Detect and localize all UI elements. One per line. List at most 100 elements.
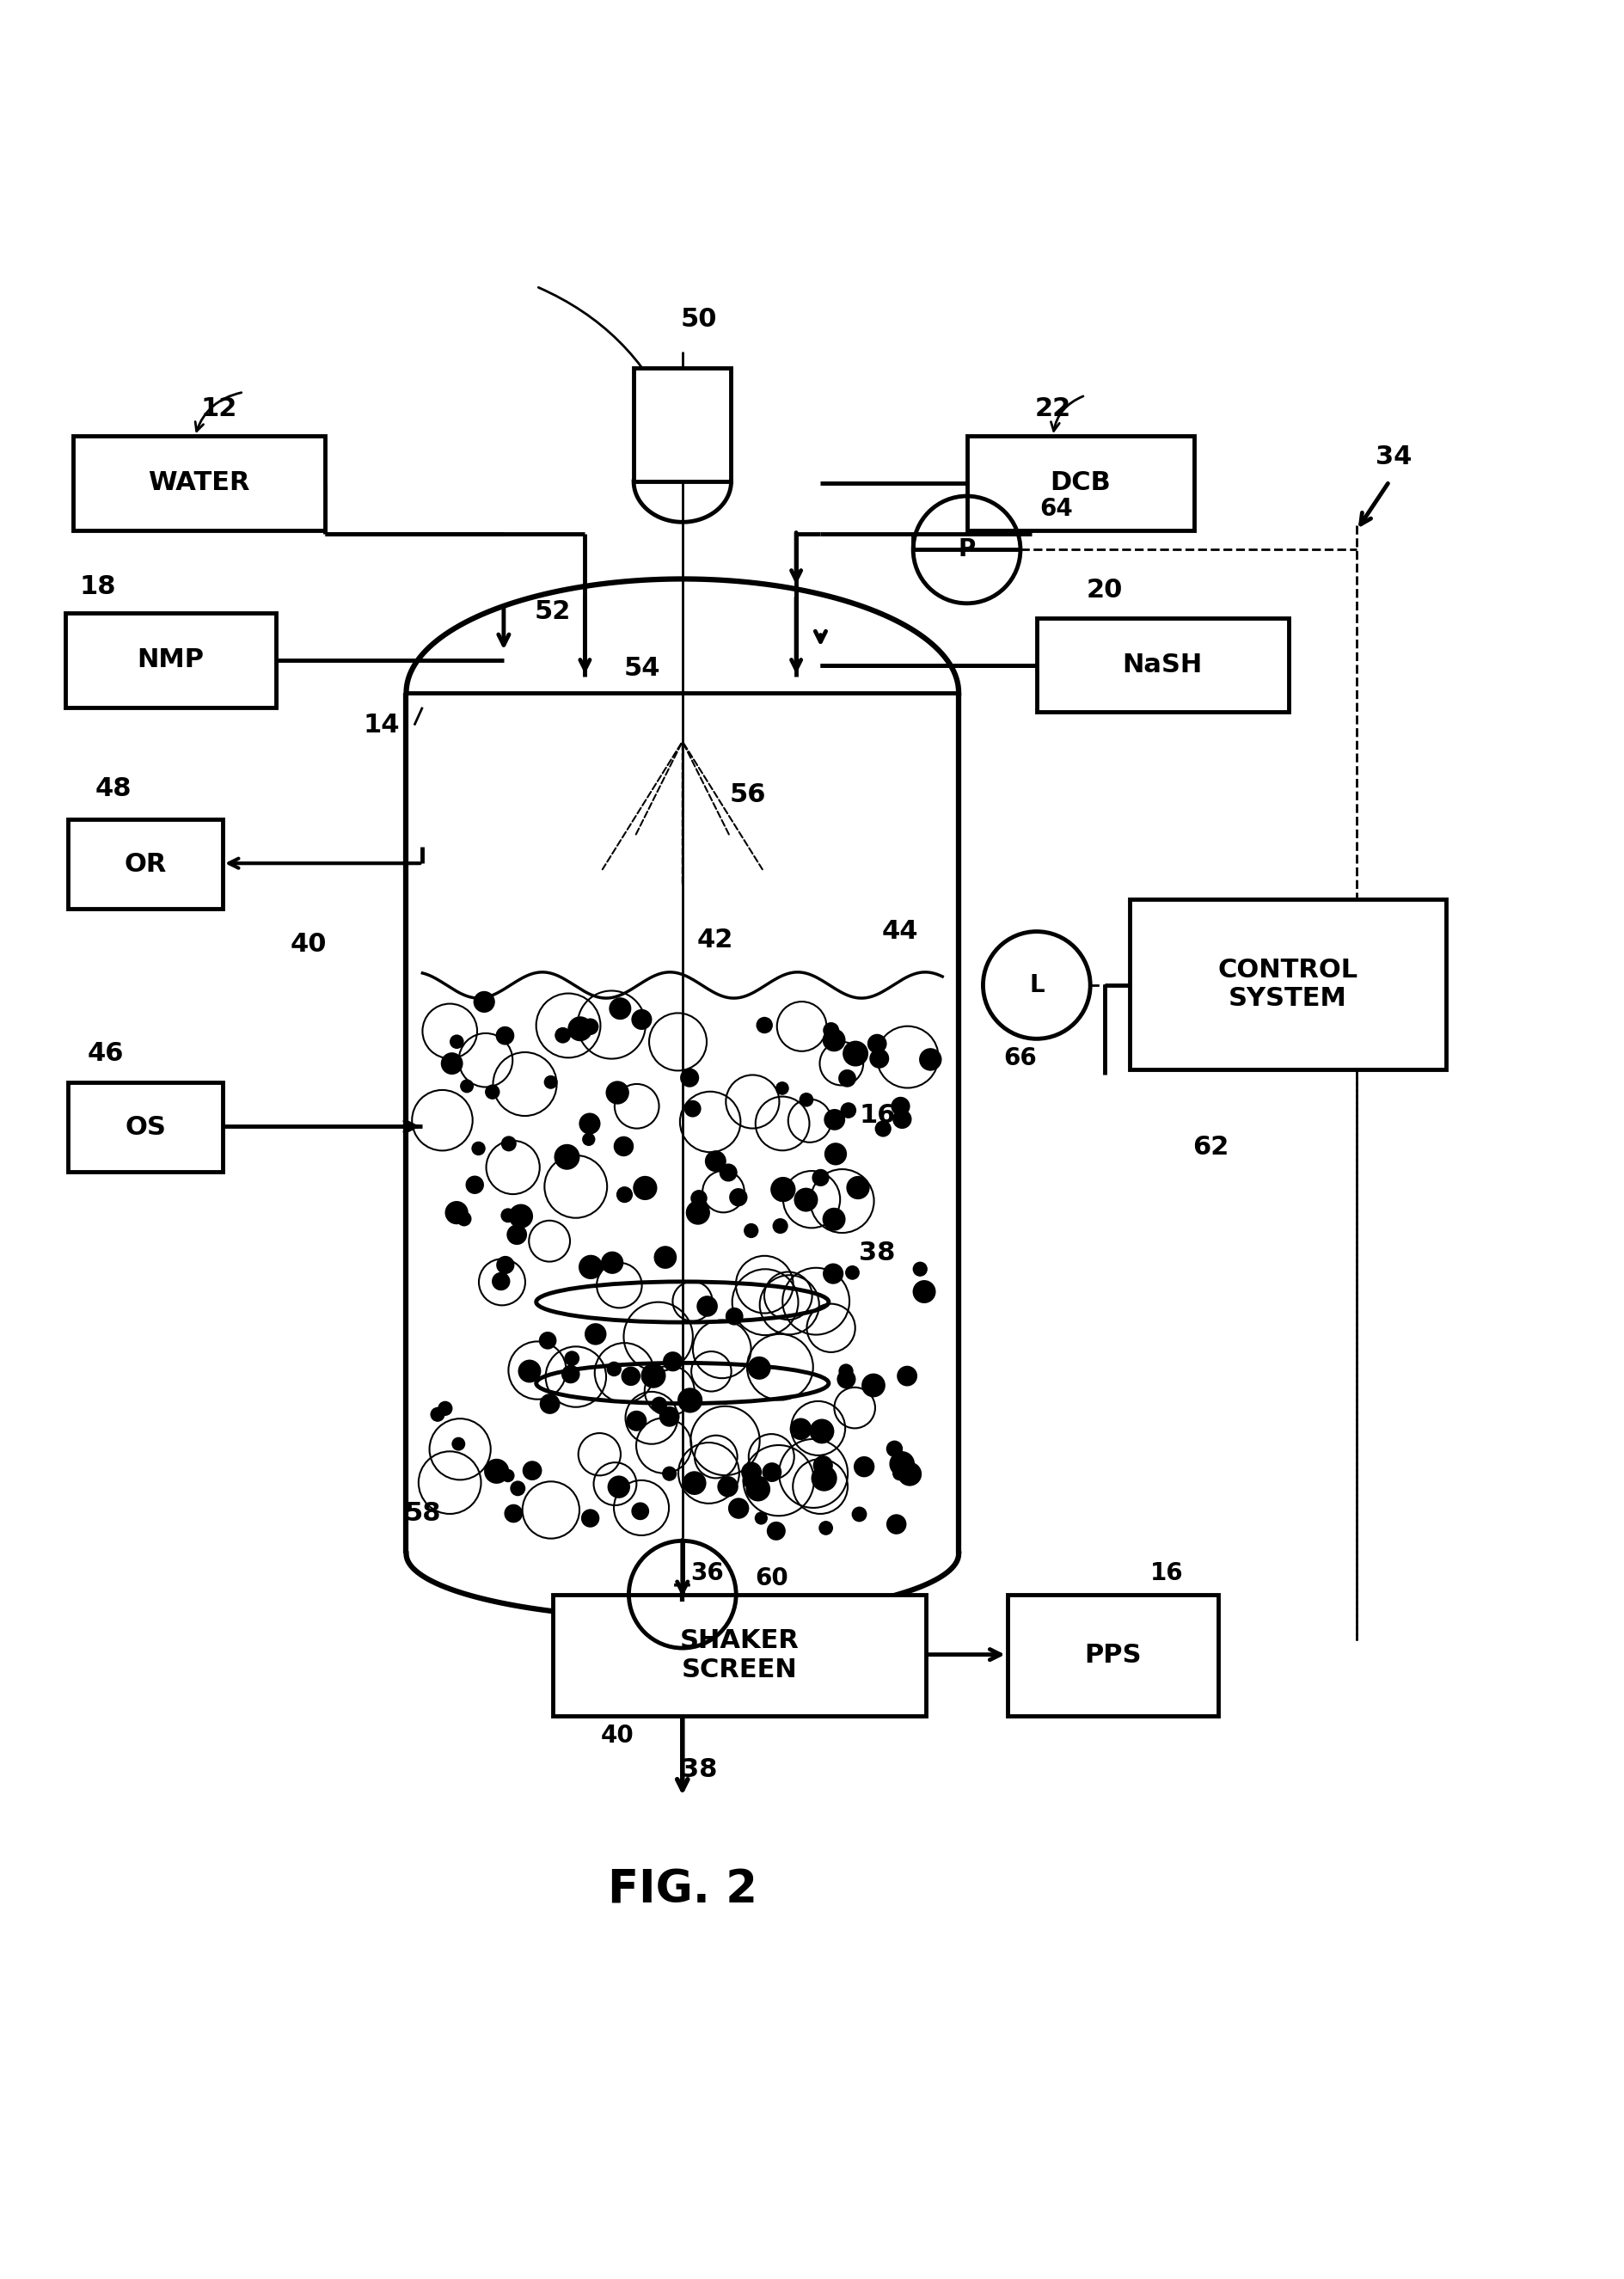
Circle shape <box>440 1053 463 1076</box>
FancyBboxPatch shape <box>552 1595 926 1716</box>
Circle shape <box>822 1208 844 1231</box>
Circle shape <box>430 1406 445 1422</box>
Text: 62: 62 <box>1192 1135 1228 1160</box>
Text: 40: 40 <box>291 932 326 957</box>
Circle shape <box>754 1511 767 1525</box>
Circle shape <box>822 1263 843 1283</box>
Circle shape <box>762 1463 781 1481</box>
Circle shape <box>823 1142 846 1165</box>
Circle shape <box>838 1363 853 1379</box>
Circle shape <box>544 1076 557 1089</box>
Circle shape <box>606 1361 622 1377</box>
Circle shape <box>614 1137 633 1155</box>
Text: 56: 56 <box>729 782 765 807</box>
Circle shape <box>609 998 632 1019</box>
Circle shape <box>853 1456 874 1477</box>
Circle shape <box>741 1461 762 1484</box>
Circle shape <box>484 1085 500 1098</box>
Circle shape <box>888 1452 914 1477</box>
Circle shape <box>744 1224 758 1237</box>
Circle shape <box>564 1351 580 1365</box>
Circle shape <box>680 1069 698 1087</box>
Circle shape <box>625 1411 646 1431</box>
FancyBboxPatch shape <box>65 613 276 706</box>
Circle shape <box>874 1121 892 1137</box>
Circle shape <box>818 1520 833 1536</box>
Text: 44: 44 <box>882 918 918 944</box>
Circle shape <box>705 1151 726 1171</box>
Text: NMP: NMP <box>136 647 205 672</box>
Circle shape <box>822 1028 844 1051</box>
Circle shape <box>500 1135 516 1151</box>
Text: 16: 16 <box>1150 1561 1182 1586</box>
Text: 50: 50 <box>680 305 716 330</box>
Circle shape <box>789 1418 812 1440</box>
Circle shape <box>473 991 495 1012</box>
Circle shape <box>437 1402 453 1415</box>
Circle shape <box>838 1069 856 1087</box>
Circle shape <box>919 1048 942 1071</box>
Text: 40: 40 <box>601 1723 633 1748</box>
Text: T: T <box>674 1582 690 1607</box>
Circle shape <box>578 1112 601 1135</box>
Circle shape <box>471 1142 486 1155</box>
Text: 42: 42 <box>697 928 732 953</box>
Text: WATER: WATER <box>148 472 250 495</box>
Circle shape <box>659 1406 679 1427</box>
Text: 14: 14 <box>364 713 400 738</box>
Circle shape <box>836 1370 856 1388</box>
Circle shape <box>560 1365 580 1383</box>
Circle shape <box>794 1187 817 1212</box>
Circle shape <box>684 1101 702 1117</box>
Circle shape <box>507 1224 526 1244</box>
Text: 38: 38 <box>680 1757 716 1782</box>
Text: 66: 66 <box>1004 1046 1036 1071</box>
Circle shape <box>492 1272 510 1290</box>
Circle shape <box>567 1016 593 1042</box>
Circle shape <box>632 1010 651 1030</box>
Circle shape <box>747 1356 770 1379</box>
Circle shape <box>445 1201 468 1224</box>
Text: NaSH: NaSH <box>1122 652 1202 677</box>
Circle shape <box>892 1465 906 1481</box>
FancyBboxPatch shape <box>1129 898 1445 1069</box>
Circle shape <box>581 1509 599 1527</box>
Circle shape <box>539 1331 557 1349</box>
Circle shape <box>607 1475 630 1497</box>
Circle shape <box>890 1096 909 1117</box>
Circle shape <box>729 1187 747 1206</box>
Text: PPS: PPS <box>1083 1643 1142 1668</box>
Text: 18: 18 <box>80 574 115 599</box>
Circle shape <box>724 1308 742 1326</box>
Circle shape <box>896 1463 921 1486</box>
Circle shape <box>620 1367 640 1386</box>
Text: 48: 48 <box>96 777 132 800</box>
Circle shape <box>495 1026 515 1046</box>
Text: 64: 64 <box>1039 497 1072 522</box>
Circle shape <box>653 1247 677 1269</box>
Text: 52: 52 <box>534 599 570 624</box>
Circle shape <box>601 1251 624 1274</box>
Text: OS: OS <box>125 1114 166 1140</box>
Text: DCB: DCB <box>1049 472 1111 495</box>
Circle shape <box>581 1019 598 1035</box>
Circle shape <box>913 1263 927 1276</box>
FancyBboxPatch shape <box>73 435 325 531</box>
Circle shape <box>716 1477 737 1497</box>
Circle shape <box>812 1456 833 1475</box>
FancyBboxPatch shape <box>633 367 731 481</box>
Text: SHAKER
SCREEN: SHAKER SCREEN <box>679 1629 799 1682</box>
Text: 34: 34 <box>1376 444 1411 469</box>
Circle shape <box>697 1297 718 1317</box>
FancyBboxPatch shape <box>68 820 222 909</box>
Circle shape <box>484 1459 508 1484</box>
Circle shape <box>913 1281 935 1304</box>
Circle shape <box>495 1256 515 1274</box>
Circle shape <box>518 1361 541 1383</box>
Text: 12: 12 <box>201 397 237 422</box>
Circle shape <box>554 1144 580 1169</box>
Text: 20: 20 <box>1086 579 1122 602</box>
Circle shape <box>581 1133 594 1146</box>
Circle shape <box>755 1016 773 1035</box>
Circle shape <box>451 1438 464 1452</box>
